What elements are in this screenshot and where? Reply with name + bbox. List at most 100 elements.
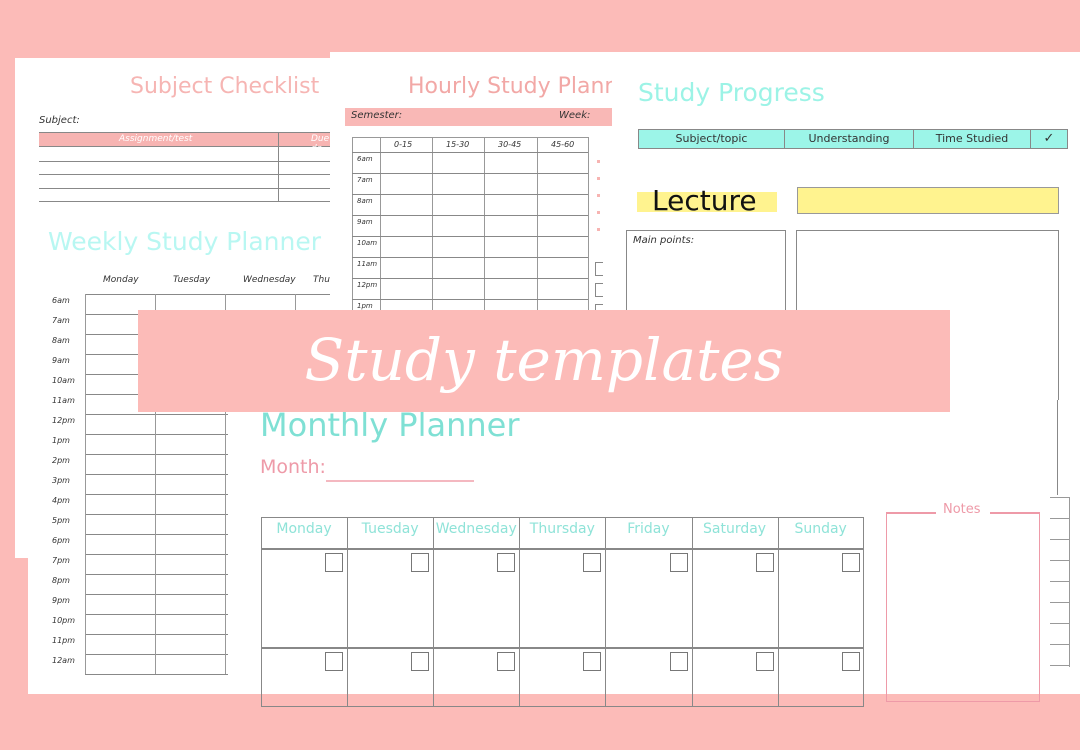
month-day-header: Sunday — [794, 521, 847, 537]
weekly-time-label: 8pm — [52, 576, 70, 585]
hourly-row[interactable] — [352, 236, 588, 257]
weekly-row[interactable] — [85, 614, 345, 634]
month-day-cell[interactable] — [261, 549, 347, 647]
hourly-row[interactable] — [352, 152, 588, 173]
checkbox[interactable] — [595, 262, 603, 276]
weekly-row[interactable] — [85, 474, 345, 494]
weekly-grid-bottom — [85, 674, 345, 675]
weekly-row[interactable] — [85, 434, 345, 454]
day-checkbox[interactable] — [841, 652, 860, 671]
weekly-row[interactable] — [85, 574, 345, 594]
hourly-time-label: 1pm — [357, 302, 373, 310]
weekly-row[interactable] — [85, 654, 345, 674]
day-checkbox[interactable] — [583, 652, 602, 671]
month-day-header: Monday — [276, 521, 332, 537]
month-input[interactable] — [326, 480, 474, 482]
lecture-name-field[interactable] — [797, 187, 1059, 214]
ruled-line — [1050, 644, 1070, 645]
hourly-time-label: 11am — [357, 260, 378, 268]
lecture-title: Lecture — [652, 184, 757, 217]
hourly-col-line — [537, 137, 538, 457]
weekly-row[interactable] — [85, 454, 345, 474]
day-checkbox[interactable] — [755, 652, 774, 671]
day-checkbox[interactable] — [669, 652, 688, 671]
hourly-row[interactable] — [352, 257, 588, 278]
notes-top-right — [990, 512, 1040, 514]
hourly-col-header: 15-30 — [446, 140, 470, 149]
weekly-row[interactable] — [85, 634, 345, 654]
hourly-row[interactable] — [352, 215, 588, 236]
month-col-line — [519, 517, 521, 707]
hourly-col-header: 45-60 — [551, 140, 575, 149]
day-checkbox[interactable] — [411, 553, 430, 572]
weekly-time-label: 12am — [52, 656, 75, 665]
weekly-time-label: 5pm — [52, 516, 70, 525]
weekly-time-label: 12pm — [52, 416, 76, 425]
weekly-row[interactable] — [85, 514, 345, 534]
lined-area — [1040, 497, 1070, 667]
checklist-header: Assignment/test Due da — [39, 132, 340, 154]
notes-label: Notes — [943, 502, 981, 517]
progress-header: Subject/topic Understanding Time Studied… — [638, 129, 1068, 149]
weekly-row[interactable] — [85, 414, 345, 434]
semester-bar: Semester: Week: — [345, 108, 617, 126]
day-checkbox[interactable] — [497, 553, 516, 572]
day-checkbox[interactable] — [497, 652, 516, 671]
weekly-day-header: Wednesday — [243, 275, 296, 285]
day-checkbox[interactable] — [755, 553, 774, 572]
ruled-line — [1050, 560, 1070, 561]
day-checkbox[interactable] — [841, 553, 860, 572]
weekly-col-line — [85, 294, 86, 674]
hourly-row[interactable] — [352, 278, 588, 299]
day-checkbox[interactable] — [669, 553, 688, 572]
ruled-line — [1050, 665, 1070, 666]
month-col-line — [605, 517, 607, 707]
month-col-line — [347, 517, 349, 707]
weekly-row[interactable] — [85, 554, 345, 574]
weekly-col-line — [225, 294, 226, 674]
semester-label: Semester: — [351, 110, 403, 121]
weekly-time-label: 11pm — [52, 636, 76, 645]
weekly-time-label: 6am — [52, 296, 70, 305]
hourly-col-line — [588, 137, 589, 457]
weekly-time-label: 4pm — [52, 496, 70, 505]
day-checkbox[interactable] — [583, 553, 602, 572]
month-col-line — [433, 517, 435, 707]
bullet-dot — [597, 211, 600, 214]
weekly-row[interactable] — [85, 534, 345, 554]
hourly-row[interactable] — [352, 173, 588, 194]
ruled-line — [1050, 581, 1070, 582]
month-day-cell[interactable] — [433, 549, 519, 647]
hourly-row[interactable] — [352, 194, 588, 215]
month-day-cell[interactable] — [778, 549, 864, 647]
month-header-line — [261, 548, 864, 550]
month-day-cell[interactable] — [347, 549, 433, 647]
weekly-row[interactable] — [85, 594, 345, 614]
progress-col-subject: Subject/topic — [639, 130, 785, 148]
hourly-time-label: 8am — [357, 197, 373, 205]
lecture-highlight — [637, 192, 777, 212]
ruled-line — [1050, 602, 1070, 603]
weekly-row[interactable] — [85, 294, 345, 314]
hourly-col-line — [432, 137, 433, 457]
day-checkbox[interactable] — [325, 652, 344, 671]
hourly-col-line — [380, 137, 381, 457]
weekly-col-line — [155, 294, 156, 674]
weekly-day-header: Monday — [103, 275, 139, 285]
hourly-col-header: 0-15 — [394, 140, 413, 149]
weekly-time-label: 7pm — [52, 556, 70, 565]
day-checkbox[interactable] — [325, 553, 344, 572]
checkbox[interactable] — [595, 283, 603, 297]
weekly-time-label: 7am — [52, 316, 70, 325]
ruled-line — [1050, 539, 1070, 540]
weekly-day-header: Tuesday — [173, 275, 211, 285]
notes-box[interactable]: Notes — [886, 502, 1040, 702]
day-checkbox[interactable] — [411, 652, 430, 671]
month-day-cell[interactable] — [519, 549, 605, 647]
weekly-row[interactable] — [85, 494, 345, 514]
hourly-row[interactable] — [352, 299, 588, 320]
month-grid-frame — [261, 517, 864, 707]
ruled-line — [1050, 497, 1070, 498]
month-day-cell[interactable] — [605, 549, 691, 647]
month-day-cell[interactable] — [692, 549, 778, 647]
